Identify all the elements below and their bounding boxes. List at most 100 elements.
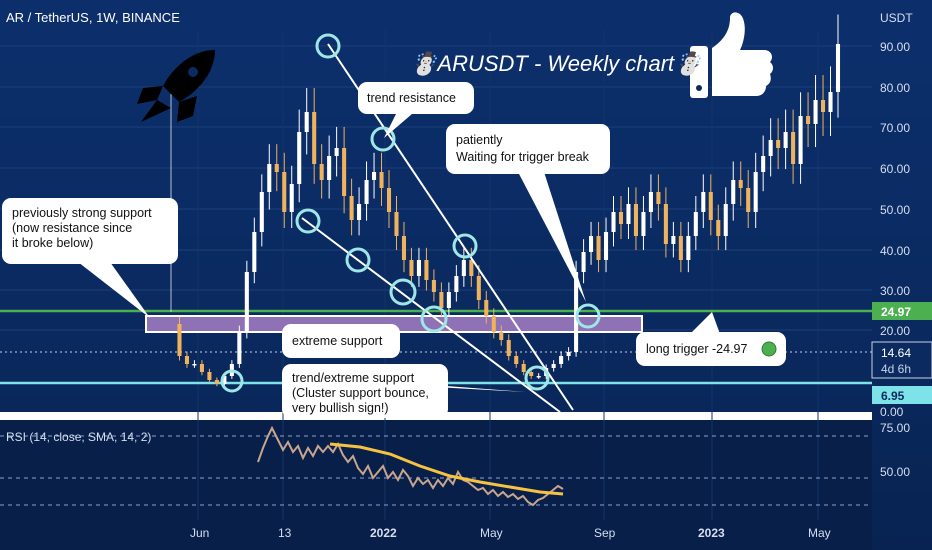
candle-body xyxy=(252,232,257,272)
callout-pointer xyxy=(78,262,150,318)
candle-body xyxy=(813,100,818,124)
candle-body xyxy=(738,180,743,188)
candle-body xyxy=(611,212,616,232)
candle-body xyxy=(566,352,571,356)
candle-body xyxy=(207,372,212,380)
candle-body xyxy=(559,356,564,364)
candle-body xyxy=(394,212,399,236)
rocket-icon xyxy=(137,50,215,312)
candle-body xyxy=(574,272,579,352)
candle-body xyxy=(783,132,788,148)
price-tick: 70.00 xyxy=(880,121,910,135)
candle-body xyxy=(820,100,826,112)
callout-patiently-text: patiently Waiting for trigger break xyxy=(456,133,590,164)
candle-body xyxy=(379,172,384,188)
candle-body xyxy=(439,292,444,308)
candles xyxy=(177,14,841,387)
candle-body xyxy=(746,188,751,212)
touch-circles xyxy=(220,33,601,393)
time-label: Jun xyxy=(190,526,209,540)
price-tick: 30.00 xyxy=(880,284,910,298)
candle-body xyxy=(678,236,683,260)
touch-circle xyxy=(524,365,550,391)
candle-body xyxy=(656,192,661,204)
callout-long-trigger-text: long trigger -24.97 xyxy=(646,342,748,356)
candle-body xyxy=(761,156,766,172)
candle-body xyxy=(289,184,294,212)
countdown-text: 4d 6h xyxy=(881,362,911,376)
price-tick: 60.00 xyxy=(880,162,910,176)
candle-body xyxy=(319,164,324,180)
symbol-header: AR / TetherUS, 1W, BINANCE xyxy=(6,10,180,25)
candle-body xyxy=(701,192,706,212)
callout-trend-resistance-text: trend resistance xyxy=(367,91,456,105)
candle-body xyxy=(506,340,511,356)
callout-patiently xyxy=(446,124,610,174)
callout-trend-resistance xyxy=(358,82,474,114)
time-label: 2023 xyxy=(698,526,725,540)
candle-body xyxy=(312,112,317,164)
touch-circle xyxy=(389,278,417,306)
candle-body xyxy=(671,236,676,244)
candle-body xyxy=(304,112,309,132)
candle-body xyxy=(461,260,466,276)
callout-pointer xyxy=(384,114,412,138)
candle-body xyxy=(349,196,354,220)
candle-body xyxy=(416,260,421,276)
callout-extreme-support-text: extreme support xyxy=(292,334,383,348)
candle-body xyxy=(648,192,653,212)
candle-body xyxy=(618,212,624,224)
price-tick: 90.00 xyxy=(880,40,910,54)
callout-pointer xyxy=(518,172,586,302)
candle-body xyxy=(716,220,721,236)
green-circle-icon xyxy=(761,341,777,357)
candle-body xyxy=(409,260,414,276)
rsi-sma-line xyxy=(329,442,564,496)
candle-body xyxy=(806,116,811,124)
candle-body xyxy=(536,376,541,378)
callout-pointer xyxy=(690,312,720,334)
candle-body xyxy=(199,364,204,372)
candle-body xyxy=(603,232,609,260)
candle-body xyxy=(297,132,302,184)
currency-label: USDT xyxy=(880,11,913,25)
candle-body xyxy=(723,204,728,236)
candle-body xyxy=(469,260,474,276)
rsi-tick: 75.00 xyxy=(880,421,910,435)
chart-title: ☃️ARUSDT - Weekly chart☃️ xyxy=(410,51,704,77)
candle-body xyxy=(222,376,227,384)
callout-trend-extreme xyxy=(282,364,448,418)
candle-body xyxy=(184,356,190,364)
candle-body xyxy=(424,260,429,280)
candle-body xyxy=(342,148,347,196)
touch-circle xyxy=(315,33,341,59)
candle-body xyxy=(753,172,758,212)
candle-body xyxy=(491,316,496,332)
touch-circle xyxy=(575,303,601,329)
time-label: Sep xyxy=(594,526,616,540)
candle-body xyxy=(641,212,646,236)
time-axis: Jun 13 2022 May Sep 2023 May xyxy=(190,526,831,540)
time-label: 13 xyxy=(278,526,292,540)
candle-body xyxy=(835,44,841,92)
candle-body xyxy=(798,116,803,164)
candle-body xyxy=(776,140,781,148)
candle-body xyxy=(454,276,459,292)
price-tick: 50.00 xyxy=(880,203,910,217)
candle-body xyxy=(401,236,407,260)
support-level-badge-text: 6.95 xyxy=(881,389,905,403)
candle-body xyxy=(791,132,796,164)
current-price-text: 14.64 xyxy=(881,346,911,360)
candle-body xyxy=(334,148,339,156)
candle-body xyxy=(589,236,594,252)
rsi-tick: 50.00 xyxy=(880,465,910,479)
candle-body xyxy=(267,164,272,192)
candle-body xyxy=(596,236,601,260)
candle-body xyxy=(521,364,526,372)
candle-body xyxy=(282,172,287,212)
touch-circle xyxy=(370,126,396,152)
callout-extreme-support xyxy=(282,324,400,358)
touch-circle xyxy=(452,233,478,259)
touch-circle xyxy=(220,369,244,393)
